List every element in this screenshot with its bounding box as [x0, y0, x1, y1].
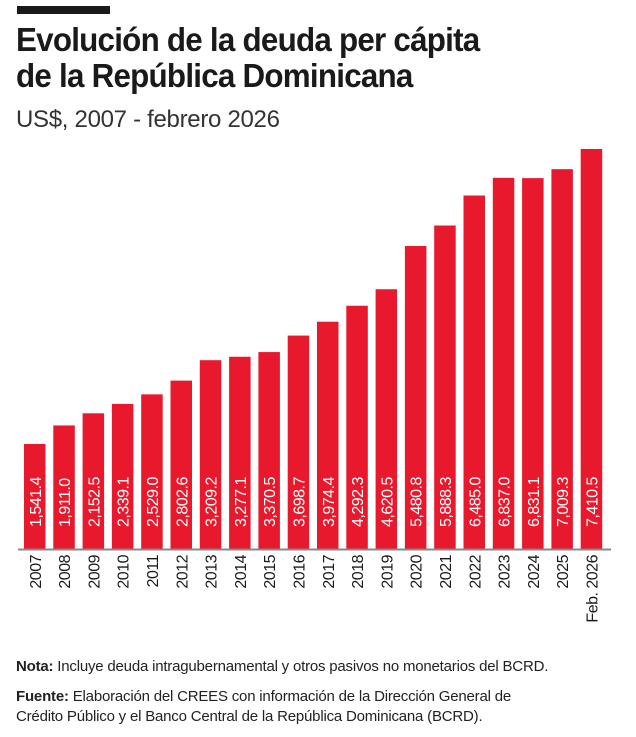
data-label: 1,541.4 [28, 477, 45, 527]
data-label: 2,529.0 [145, 477, 162, 527]
x-tick-label: 2017 [321, 554, 338, 588]
data-label: 7,009.3 [555, 477, 572, 527]
bar-2010 [111, 403, 134, 549]
x-tick-label: 2022 [467, 554, 484, 588]
data-label: 3,277.1 [233, 477, 250, 527]
bar-2023 [492, 177, 515, 549]
data-label: 2,802.6 [174, 477, 191, 527]
data-label: 7,410.5 [584, 477, 601, 527]
bar-chart: 1,541.4 2007 1,911.0 2008 2,152.5 2009 2,339.1… [18, 149, 611, 623]
x-tick-label: 2024 [526, 554, 543, 588]
chart-note: Nota: Incluye deuda intragubernamental y… [16, 657, 548, 677]
title-line-1: Evolución de la deuda per cápita [16, 21, 480, 58]
data-label: 4,292.3 [350, 477, 367, 527]
data-label: 1,911.0 [57, 478, 74, 527]
data-label: 3,370.5 [262, 477, 279, 527]
bar-2024 [522, 178, 544, 549]
note-label: Nota: [16, 658, 54, 675]
x-tick-label: 2008 [57, 554, 74, 588]
data-label: 5,888.3 [438, 477, 455, 527]
data-label: 3,698.7 [291, 477, 308, 527]
bar-2020 [404, 246, 427, 550]
source-label: Fuente: [16, 688, 69, 705]
x-tick-label: 2010 [116, 554, 133, 588]
x-tick-label: 2007 [28, 554, 45, 588]
bar-2007 [24, 444, 46, 549]
data-label: 4,620.5 [379, 477, 396, 527]
x-tick-label: 2014 [233, 554, 250, 588]
x-tick-label: 2020 [409, 554, 426, 588]
data-label: 3,209.2 [204, 477, 221, 527]
bar-2012 [170, 380, 192, 549]
note-text: Incluye deuda intragubernamental y otros… [53, 658, 549, 675]
x-tick-label: 2013 [204, 554, 221, 588]
bar-Feb. 2026 [580, 149, 603, 549]
x-tick-label: 2021 [438, 554, 455, 588]
title-accent-bar [17, 6, 110, 14]
data-label: 6,837.0 [497, 477, 514, 527]
x-tick-label: 2015 [262, 554, 279, 588]
bar-2022 [463, 195, 485, 549]
bar-2017 [317, 321, 339, 549]
data-label: 5,480.8 [409, 477, 426, 527]
title-line-2: de la República Dominicana [16, 57, 413, 94]
bar-2014 [229, 356, 251, 549]
bar-2025 [551, 169, 573, 549]
x-tick-label: 2025 [555, 554, 572, 588]
bar-2021 [434, 225, 456, 550]
x-tick-label: 2023 [497, 554, 514, 588]
chart-subtitle: US$, 2007 - febrero 2026 [16, 106, 280, 133]
chart-title: Evolución de la deuda per cápita de la R… [16, 21, 480, 94]
x-tick-label: 2009 [86, 554, 103, 588]
bar-2018 [346, 305, 368, 549]
x-tick-label: 2012 [174, 554, 191, 588]
bar-2019 [375, 289, 398, 549]
source-text-line-1: Elaboración del CREES con información de… [68, 688, 512, 705]
x-tick-label: 2018 [350, 554, 367, 588]
x-tick-label: 2011 [145, 554, 162, 587]
bar-2016 [287, 335, 310, 549]
x-tick-label: Feb. 2026 [584, 554, 601, 622]
data-label: 2,152.5 [86, 477, 103, 527]
x-tick-label: 2016 [291, 554, 308, 588]
bar-2009 [82, 413, 105, 549]
data-label: 6,831.1 [526, 477, 543, 527]
x-tick-label: 2019 [379, 554, 396, 588]
source-text-line-2: Crédito Público y el Banco Central de la… [16, 708, 483, 725]
data-label: 6,485.0 [467, 477, 484, 527]
bar-2008 [53, 425, 75, 549]
chart-source: Fuente: Elaboración del CREES con inform… [16, 687, 511, 727]
bar-2011 [141, 394, 163, 549]
data-label: 2,339.1 [116, 477, 133, 527]
bar-2015 [258, 352, 280, 549]
bar-2013 [199, 360, 222, 549]
data-label: 3,974.4 [321, 477, 338, 527]
